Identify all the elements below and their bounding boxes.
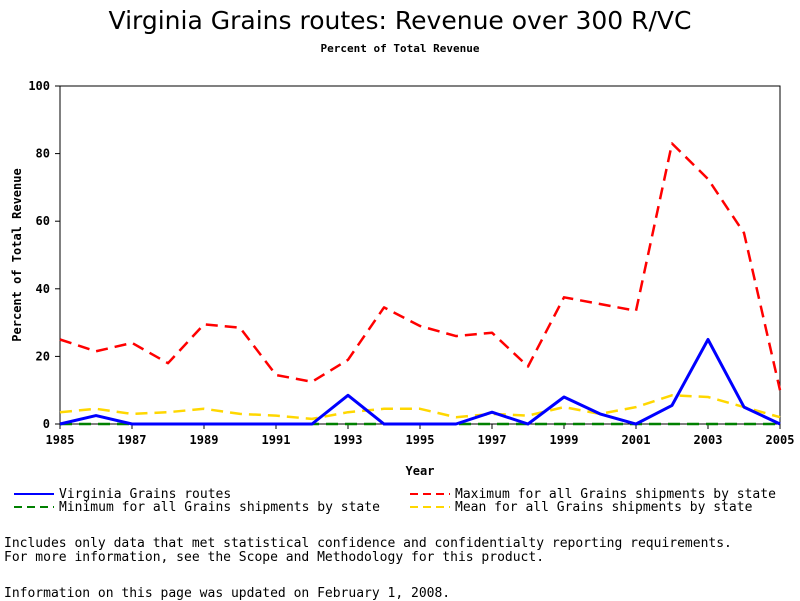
legend-label: Virginia Grains routes [59, 487, 231, 502]
y-tick-label: 100 [28, 79, 50, 93]
series-line-0 [59, 338, 781, 426]
x-tick-label: 1995 [406, 433, 435, 447]
x-tick-label: 1987 [118, 433, 147, 447]
x-tick-label: 1993 [334, 433, 363, 447]
y-tick-label: 60 [36, 214, 50, 228]
y-tick-label: 80 [36, 147, 50, 161]
y-axis-label: Percent of Total Revenue [10, 168, 24, 341]
x-tick-label: 1991 [262, 433, 291, 447]
plot-frame [59, 85, 781, 425]
legend-label: Maximum for all Grains shipments by stat… [455, 487, 776, 502]
series-line-2 [59, 142, 782, 391]
footnote-updated: Information on this page was updated on … [4, 586, 451, 601]
x-tick-label: 2001 [622, 433, 651, 447]
x-tick-label: 1985 [46, 433, 75, 447]
series-line-3 [59, 394, 781, 421]
x-axis-label: Year [406, 464, 435, 478]
chart-title: Virginia Grains routes: Revenue over 300… [108, 6, 692, 35]
footnote-methodology: For more information, see the Scope and … [4, 550, 545, 565]
y-tick-label: 0 [43, 417, 50, 431]
footnote-confidentiality: Includes only data that met statistical … [4, 536, 732, 551]
x-tick-label: 2003 [694, 433, 723, 447]
x-tick-label: 2005 [766, 433, 795, 447]
x-tick-label: 1989 [190, 433, 219, 447]
legend-label: Mean for all Grains shipments by state [455, 500, 753, 515]
axes-layer: 1985 1987 1989 1991 1993 1995 1997 1999 2001 2003… [28, 79, 794, 447]
series-layer [59, 142, 782, 426]
chart-subtitle: Percent of Total Revenue [320, 42, 480, 55]
y-tick-label: 40 [36, 282, 50, 296]
legend-label: Minimum for all Grains shipments by stat… [59, 500, 380, 515]
x-tick-label: 1999 [550, 433, 579, 447]
y-tick-label: 20 [36, 349, 50, 363]
x-tick-label: 1997 [478, 433, 507, 447]
